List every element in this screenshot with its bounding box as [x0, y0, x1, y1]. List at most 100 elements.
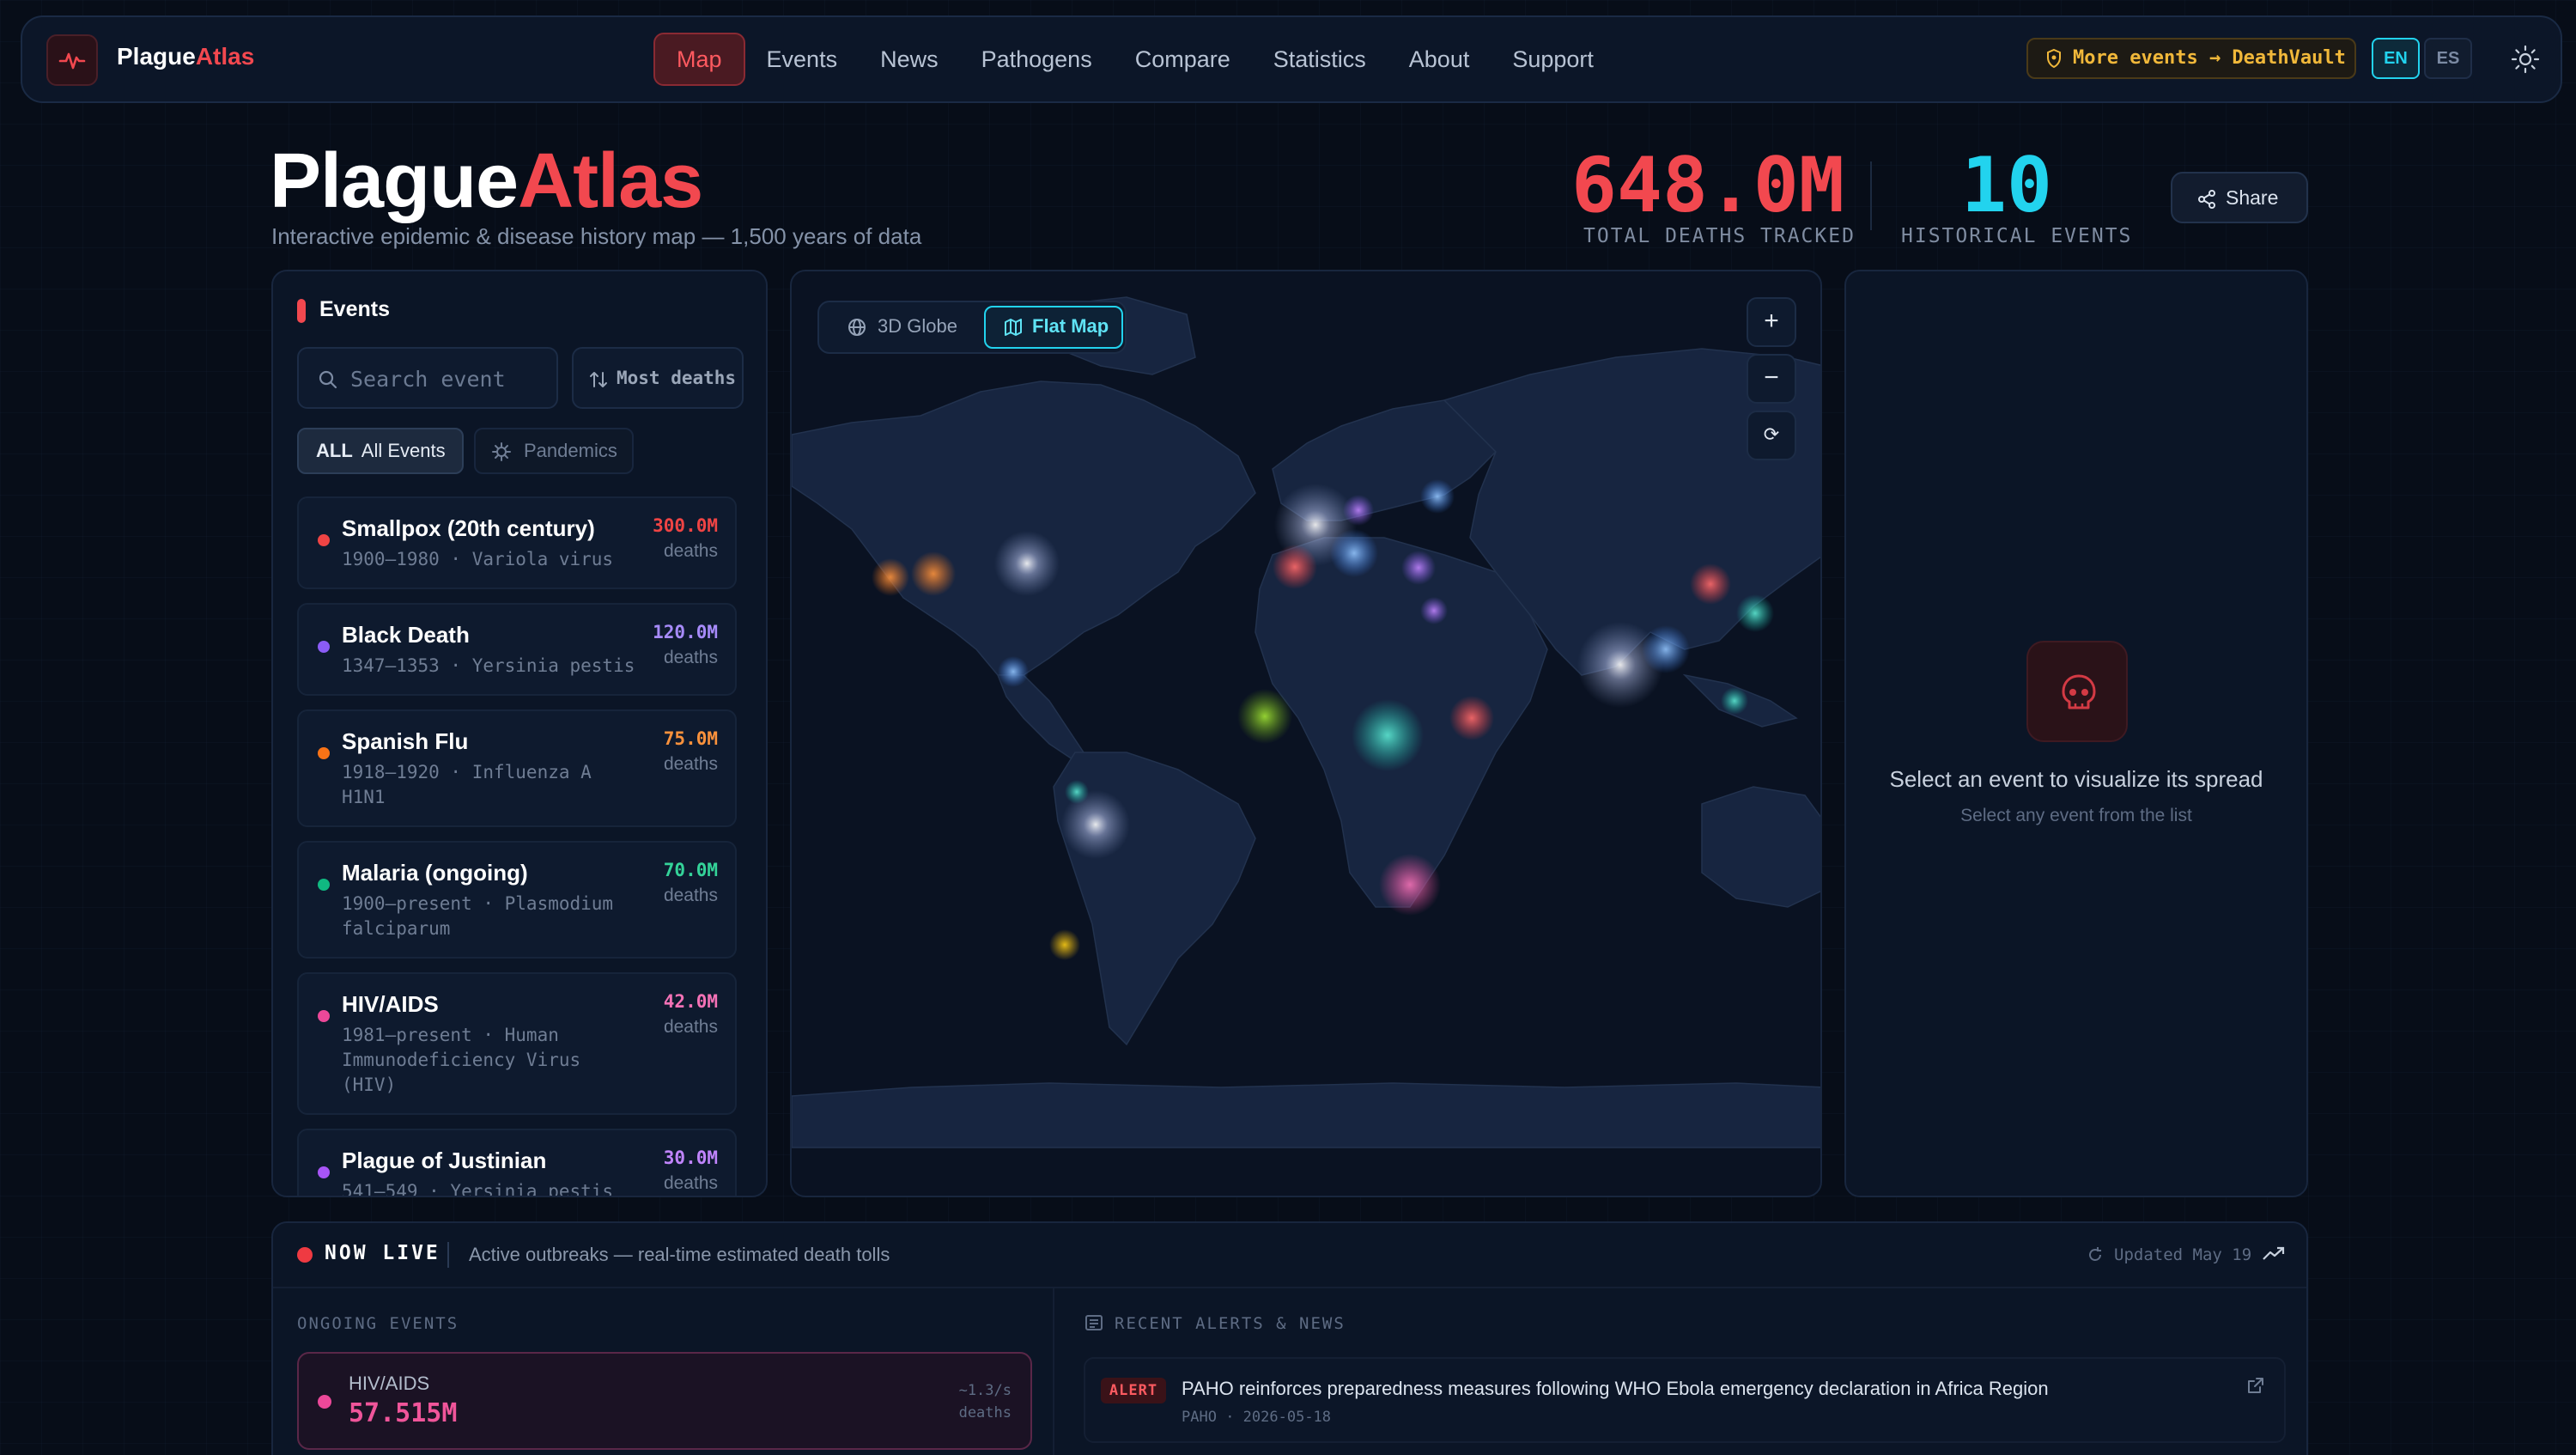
share-label: Share [2226, 186, 2279, 209]
updated-label: Updated May 19 [2114, 1245, 2252, 1264]
flat-map-label: Flat Map [1032, 315, 1109, 337]
sort-label: Most deaths [617, 368, 737, 388]
column-divider [1053, 1288, 1054, 1455]
nav-link-pathogens[interactable]: Pathogens [981, 46, 1092, 72]
reset-view-button[interactable]: ⟳ [1747, 411, 1796, 460]
sort-dropdown[interactable]: Most deaths [572, 347, 744, 409]
event-name: Spanish Flu [342, 728, 469, 754]
filter-all-tag: ALL [316, 440, 353, 461]
event-deaths: 120.0M deaths [653, 622, 718, 668]
event-deaths: 42.0M deaths [664, 991, 718, 1038]
search-input[interactable] [350, 364, 548, 393]
lang-es-button[interactable]: ES [2424, 38, 2472, 79]
detail-empty-title: Select an event to visualize its spread [1889, 766, 2263, 792]
search-icon [319, 370, 337, 389]
alert-source: PAHO [1182, 1409, 1217, 1426]
event-name: HIV/AIDS [342, 991, 439, 1017]
skull-icon-box [2026, 641, 2128, 742]
event-deaths: 75.0M deaths [664, 728, 718, 775]
historical-events-value: 10 [1961, 141, 2052, 229]
page-title: PlagueAtlas [270, 138, 703, 224]
flat-map-button[interactable]: Flat Map [984, 306, 1123, 349]
nav-links: Map Events News Pathogens Compare Statis… [653, 33, 1615, 86]
event-meta: 1981–present · Human Immunodeficiency Vi… [342, 1025, 581, 1095]
nav-link-map[interactable]: Map [653, 33, 745, 86]
ongoing-event-rate: ~1.3/s deaths [959, 1379, 1012, 1424]
skull-icon [2062, 674, 2096, 709]
event-deaths-value: 300.0M [653, 515, 718, 536]
globe-view-button[interactable]: 3D Globe [824, 306, 979, 349]
event-name: Black Death [342, 622, 470, 648]
alert-headline[interactable]: PAHO reinforces preparedness measures fo… [1182, 1378, 2049, 1399]
event-deaths-unit: deaths [663, 754, 718, 774]
nav-link-about[interactable]: About [1408, 46, 1470, 72]
trending-up-icon[interactable] [2262, 1244, 2286, 1264]
event-item-smallpox[interactable]: Smallpox (20th century) 1900–1980 · Vari… [297, 496, 737, 589]
sun-icon[interactable] [2511, 45, 2540, 74]
event-color-dot [318, 1010, 330, 1022]
total-deaths-value: 648.0M [1571, 141, 1844, 229]
virus-icon [492, 442, 511, 461]
event-deaths-unit: deaths [663, 541, 718, 561]
ongoing-event-value: 57.515M [349, 1398, 458, 1428]
event-item-plague-of-justinian[interactable]: Plague of Justinian 541–549 · Yersinia p… [297, 1129, 737, 1197]
event-meta: 1918–1920 · Influenza A H1N1 [342, 762, 592, 807]
share-button[interactable]: Share [2171, 172, 2308, 223]
more-events-label: More events → DeathVault [2073, 47, 2346, 69]
page-subtitle: Interactive epidemic & disease history m… [271, 223, 922, 249]
ongoing-rate-value: ~1.3/s [958, 1382, 1012, 1399]
ongoing-events-label: ONGOING EVENTS [297, 1314, 459, 1333]
event-meta: 1900–1980 · Variola virus [342, 549, 614, 569]
alert-meta: PAHO · 2026-05-18 [1182, 1409, 1332, 1426]
ongoing-event-card[interactable]: HIV/AIDS 57.515M ~1.3/s deaths [297, 1352, 1032, 1450]
ongoing-event-dot [318, 1395, 331, 1409]
event-detail-panel: Select an event to visualize its spread … [1844, 270, 2308, 1197]
live-indicator-dot [297, 1247, 313, 1263]
more-events-link[interactable]: More events → DeathVault [2026, 38, 2356, 79]
alert-card[interactable]: ALERT PAHO reinforces preparedness measu… [1084, 1357, 2286, 1443]
logo-wordmark[interactable]: PlagueAtlas [117, 43, 255, 70]
nav-link-statistics[interactable]: Statistics [1273, 46, 1366, 72]
event-deaths-value: 120.0M [653, 622, 718, 642]
external-link-icon[interactable] [2246, 1376, 2265, 1395]
event-deaths-value: 75.0M [663, 728, 718, 749]
event-deaths: 300.0M deaths [653, 515, 718, 562]
event-item-malaria[interactable]: Malaria (ongoing) 1900–present · Plasmod… [297, 841, 737, 959]
ongoing-rate-unit: deaths [958, 1404, 1012, 1422]
map-panel: 3D Globe Flat Map + − ⟳ [790, 270, 1822, 1197]
logo-pulse-icon[interactable] [46, 34, 98, 86]
shield-icon [2047, 48, 2061, 69]
event-deaths-unit: deaths [663, 1173, 718, 1193]
detail-empty-subtitle: Select any event from the list [1960, 806, 2192, 825]
zoom-out-button[interactable]: − [1747, 354, 1796, 404]
event-item-hiv-aids[interactable]: HIV/AIDS 1981–present · Human Immunodefi… [297, 972, 737, 1115]
stat-divider [1870, 161, 1872, 230]
view-toggle: 3D Globe Flat Map [817, 301, 1127, 354]
event-name: Plague of Justinian [342, 1148, 547, 1173]
event-meta: 541–549 · Yersinia pestis [342, 1181, 614, 1197]
filter-all-events[interactable]: ALL All Events [297, 428, 464, 474]
map-icon [1005, 319, 1022, 336]
events-heading: Events [297, 297, 390, 323]
filter-pandemics-label: Pandemics [524, 440, 617, 461]
nav-link-events[interactable]: Events [766, 46, 838, 72]
lang-en-button[interactable]: EN [2372, 38, 2420, 79]
filter-all-label: All Events [361, 440, 446, 461]
world-map[interactable] [792, 271, 1822, 1197]
sort-icon [590, 372, 607, 387]
nav-link-support[interactable]: Support [1512, 46, 1594, 72]
nav-link-compare[interactable]: Compare [1134, 46, 1230, 72]
event-color-dot [318, 1166, 330, 1178]
search-box [297, 347, 558, 409]
live-title: NOW LIVE [325, 1242, 440, 1264]
newspaper-icon [1085, 1315, 1103, 1330]
filter-pandemics[interactable]: Pandemics [474, 428, 634, 474]
alert-badge: ALERT [1101, 1378, 1166, 1403]
nav-link-news[interactable]: News [880, 46, 939, 72]
event-item-black-death[interactable]: Black Death 1347–1353 · Yersinia pestis … [297, 603, 737, 696]
event-item-spanish-flu[interactable]: Spanish Flu 1918–1920 · Influenza A H1N1… [297, 709, 737, 827]
zoom-in-button[interactable]: + [1747, 297, 1796, 347]
live-separator [447, 1242, 449, 1268]
event-name: Malaria (ongoing) [342, 860, 528, 886]
updated-timestamp[interactable]: Updated May 19 [2087, 1245, 2251, 1264]
